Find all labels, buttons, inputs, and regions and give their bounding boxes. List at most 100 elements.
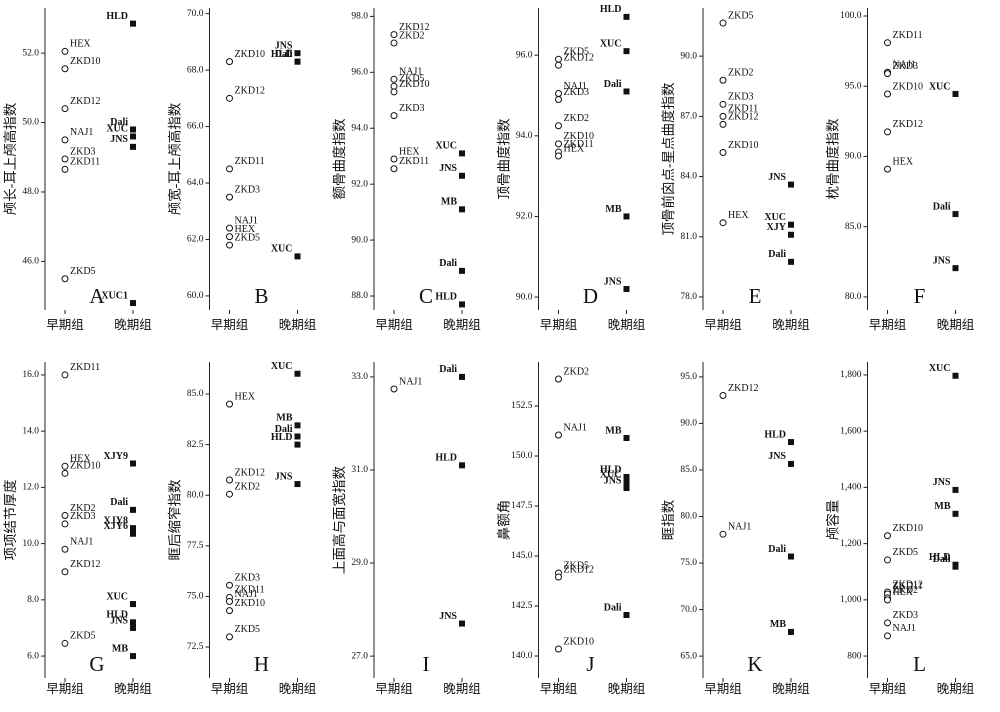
point bbox=[788, 628, 794, 635]
y-tick-label: 27.0 bbox=[351, 651, 368, 661]
point bbox=[61, 371, 69, 379]
point bbox=[884, 619, 891, 627]
point-label: Dali bbox=[933, 201, 951, 212]
point-label: JNS bbox=[604, 475, 622, 486]
point bbox=[226, 581, 233, 589]
point bbox=[884, 596, 891, 604]
point-label: ZKD11 bbox=[235, 585, 265, 596]
x-tick-label: 早期组 bbox=[46, 682, 84, 696]
point-label: ZKD11 bbox=[893, 581, 923, 592]
point bbox=[555, 96, 562, 104]
point-label: XUC1 bbox=[101, 290, 128, 301]
y-tick-label: 90.0 bbox=[845, 152, 862, 162]
point-label: XUC bbox=[106, 591, 128, 602]
point-label: ZKD11 bbox=[70, 157, 100, 168]
point-label: Dali bbox=[275, 49, 293, 60]
point-label: ZKD5 bbox=[70, 631, 96, 642]
y-tick-label: 68.0 bbox=[187, 65, 204, 75]
point-label: ZKD11 bbox=[399, 156, 429, 167]
point-label: HLD bbox=[764, 429, 786, 440]
x-tick-label: 早期组 bbox=[375, 318, 413, 332]
y-tick-label: 75.0 bbox=[187, 592, 204, 602]
y-tick-label: 75.0 bbox=[680, 558, 697, 568]
point bbox=[459, 267, 465, 274]
point bbox=[555, 573, 562, 581]
y-tick-label: 65.0 bbox=[680, 651, 697, 661]
point-label: Dali bbox=[933, 554, 951, 565]
panel-letter: K bbox=[747, 652, 762, 676]
point bbox=[623, 474, 630, 480]
point-label: JNS bbox=[933, 477, 951, 488]
point-label: NAJ1 bbox=[893, 623, 916, 634]
point-label: HLD bbox=[600, 4, 622, 15]
x-tick-label: 晚期组 bbox=[443, 682, 481, 696]
point-label: NAJ1 bbox=[70, 537, 93, 548]
point bbox=[788, 221, 794, 228]
y-tick-label: 77.5 bbox=[187, 541, 204, 551]
x-tick-label: 晚期组 bbox=[279, 318, 317, 332]
y-tick-label: 1,400 bbox=[840, 483, 862, 493]
point-label: ZKD5 bbox=[235, 624, 261, 635]
y-axis-label: 项项结节厚度 bbox=[3, 480, 18, 561]
panel-letter: C bbox=[419, 284, 433, 308]
point-label: HEX bbox=[70, 39, 91, 50]
point bbox=[294, 253, 301, 260]
y-tick-label: 94.0 bbox=[351, 123, 368, 133]
point-label: XUC bbox=[929, 363, 951, 374]
y-tick-label: 66.0 bbox=[187, 122, 204, 132]
x-tick-label: 早期组 bbox=[540, 318, 578, 332]
point-label: ZKD10 bbox=[564, 636, 595, 647]
point-label: JNS bbox=[933, 255, 951, 266]
x-tick-label: 早期组 bbox=[869, 318, 907, 332]
x-tick-label: 早期组 bbox=[704, 682, 742, 696]
y-tick-label: 10.0 bbox=[22, 539, 39, 549]
point-label: XUC bbox=[764, 212, 786, 223]
point bbox=[459, 172, 465, 179]
point bbox=[719, 120, 727, 128]
y-axis-label: 眶指数 bbox=[661, 499, 676, 540]
point-label: ZKD10 bbox=[893, 523, 924, 534]
point bbox=[884, 39, 891, 47]
point-label: ZKD3 bbox=[399, 103, 425, 114]
point-label: NAJ1 bbox=[235, 589, 258, 600]
point-label: MB bbox=[770, 619, 786, 630]
point bbox=[884, 128, 891, 136]
point-label: ZKD3 bbox=[70, 511, 96, 522]
point-label: ZKD12 bbox=[564, 53, 595, 64]
y-tick-label: 96.0 bbox=[516, 50, 533, 60]
point bbox=[61, 520, 69, 528]
y-tick-label: 46.0 bbox=[22, 257, 39, 267]
point-label: JNS bbox=[110, 134, 128, 145]
point bbox=[623, 485, 630, 491]
y-axis-label: 眶后缩窄指数 bbox=[167, 479, 183, 560]
y-tick-label: 60.0 bbox=[187, 291, 204, 301]
point bbox=[623, 213, 630, 220]
point-label: MB bbox=[934, 501, 950, 512]
point bbox=[226, 633, 233, 641]
point-label: HEX bbox=[893, 156, 914, 167]
y-tick-label: 78.0 bbox=[680, 292, 697, 302]
point bbox=[130, 530, 136, 537]
point bbox=[61, 275, 69, 283]
point-label: HEX bbox=[235, 391, 256, 402]
y-tick-label: 14.0 bbox=[22, 426, 39, 436]
point bbox=[61, 155, 69, 163]
point-label: XJY bbox=[767, 222, 787, 233]
y-tick-label: 29.0 bbox=[351, 558, 368, 568]
point bbox=[130, 20, 136, 27]
point-label: ZKD11 bbox=[564, 139, 594, 150]
y-tick-label: 92.0 bbox=[351, 179, 368, 189]
panel-letter: B bbox=[254, 284, 268, 308]
x-tick-label: 晚期组 bbox=[114, 682, 152, 696]
point bbox=[130, 133, 136, 140]
x-tick-label: 晚期组 bbox=[937, 318, 975, 332]
y-tick-label: 98.0 bbox=[351, 12, 368, 22]
y-tick-label: 1,800 bbox=[840, 370, 862, 380]
point bbox=[884, 556, 891, 564]
point bbox=[555, 375, 562, 383]
point bbox=[294, 433, 301, 440]
point-label: ZKD3 bbox=[235, 184, 261, 195]
point bbox=[719, 148, 727, 156]
y-tick-label: 80.0 bbox=[680, 512, 697, 522]
